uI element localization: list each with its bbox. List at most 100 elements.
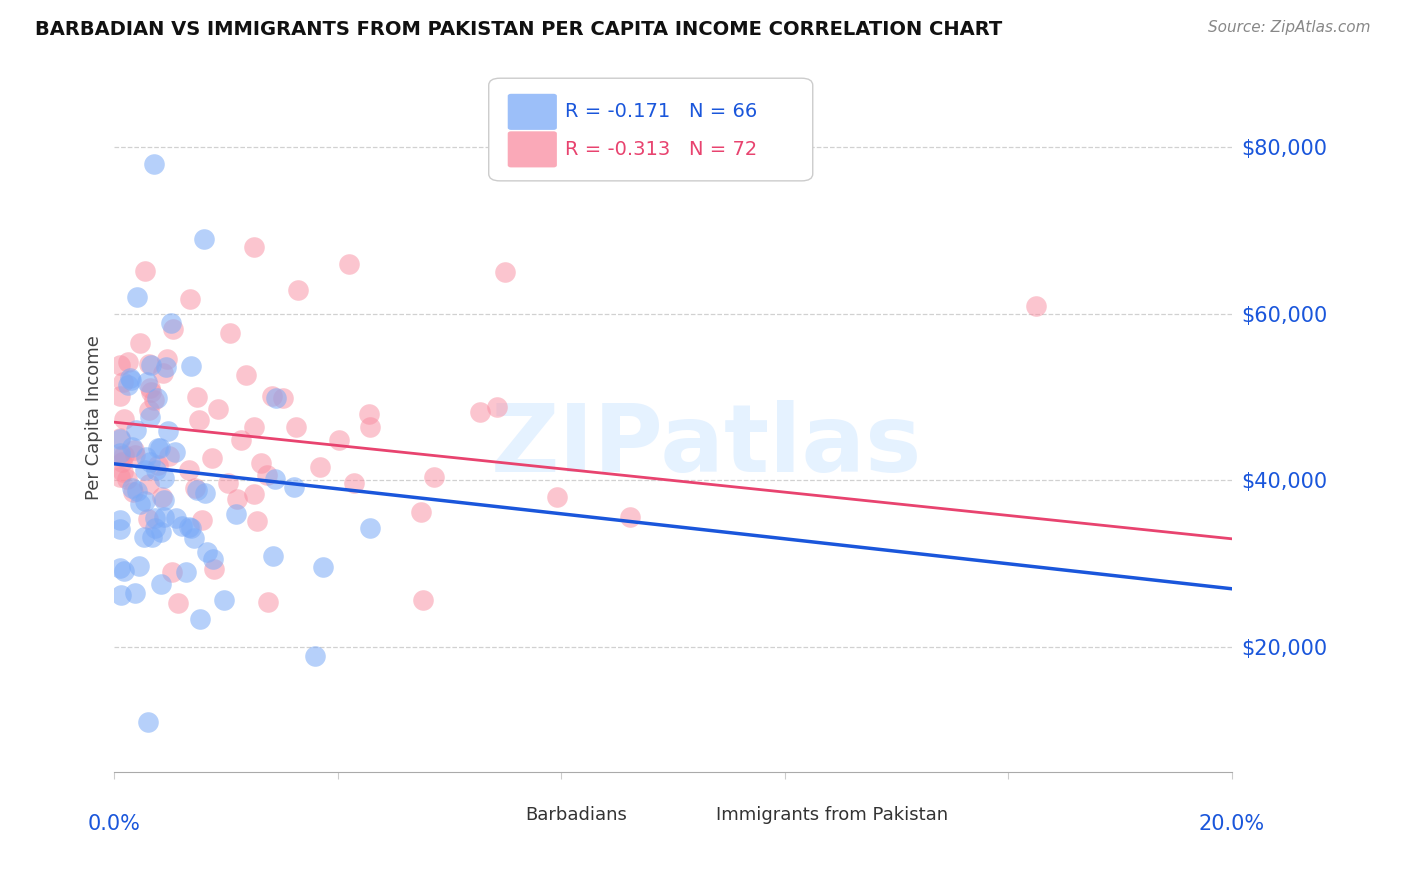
Point <box>174 565 197 579</box>
Point <box>249 456 271 470</box>
Point <box>129 336 152 351</box>
Point <box>235 368 257 382</box>
Text: R = -0.313   N = 72: R = -0.313 N = 72 <box>565 139 756 159</box>
Point <box>150 524 173 539</box>
Point <box>337 257 360 271</box>
Point <box>177 520 200 534</box>
Point <box>256 468 278 483</box>
Point <box>191 513 214 527</box>
Point <box>619 510 641 524</box>
Point <box>170 519 193 533</box>
Point <box>243 486 266 500</box>
Point <box>423 470 446 484</box>
Point <box>108 446 131 460</box>
Text: 0.0%: 0.0% <box>89 814 141 834</box>
Point <box>256 595 278 609</box>
Point <box>125 290 148 304</box>
Point <box>162 321 184 335</box>
Point <box>149 577 172 591</box>
Text: Barbadians: Barbadians <box>526 806 627 824</box>
Point <box>160 566 183 580</box>
FancyBboxPatch shape <box>479 799 520 830</box>
Point <box>186 483 208 497</box>
Point <box>153 471 176 485</box>
Point <box>108 433 131 447</box>
Point <box>359 521 381 535</box>
Point <box>225 507 247 521</box>
Point <box>108 389 131 403</box>
Point <box>179 292 201 306</box>
Point <box>160 317 183 331</box>
Point <box>202 562 225 576</box>
Point <box>108 449 131 463</box>
Point <box>135 375 157 389</box>
Point <box>122 442 145 457</box>
Point <box>495 265 517 279</box>
Point <box>260 389 283 403</box>
Point <box>124 448 146 462</box>
Point <box>486 401 509 415</box>
Point <box>262 549 284 564</box>
Point <box>143 510 166 524</box>
Point <box>108 470 131 484</box>
Point <box>246 514 269 528</box>
Point <box>118 370 141 384</box>
Point <box>127 483 149 498</box>
FancyBboxPatch shape <box>508 94 557 130</box>
Point <box>243 240 266 254</box>
Point <box>139 384 162 399</box>
Point <box>145 392 167 406</box>
Point <box>136 512 159 526</box>
Point <box>125 423 148 437</box>
FancyBboxPatch shape <box>669 799 710 830</box>
Point <box>121 482 143 496</box>
Point <box>153 492 176 507</box>
Point <box>145 463 167 477</box>
Point <box>194 486 217 500</box>
Point <box>149 442 172 456</box>
Point <box>112 449 135 463</box>
Point <box>197 545 219 559</box>
Point <box>128 497 150 511</box>
Point <box>186 390 208 404</box>
Point <box>138 403 160 417</box>
Point <box>412 593 434 607</box>
Point <box>138 357 160 371</box>
Point <box>108 359 131 373</box>
Point <box>180 521 202 535</box>
Point <box>188 612 211 626</box>
Point <box>124 586 146 600</box>
Point <box>132 530 155 544</box>
Point <box>128 559 150 574</box>
Point <box>470 405 492 419</box>
Point <box>111 455 134 469</box>
Point <box>328 433 350 447</box>
Point <box>357 407 380 421</box>
Point <box>264 391 287 405</box>
Point <box>163 445 186 459</box>
Point <box>285 420 308 434</box>
Point <box>229 433 252 447</box>
Text: Immigrants from Pakistan: Immigrants from Pakistan <box>716 806 948 824</box>
Point <box>167 596 190 610</box>
Point <box>264 472 287 486</box>
Point <box>287 283 309 297</box>
Point <box>139 409 162 424</box>
Point <box>146 458 169 472</box>
Point <box>177 463 200 477</box>
FancyBboxPatch shape <box>489 78 813 181</box>
Point <box>283 480 305 494</box>
Point <box>112 412 135 426</box>
Y-axis label: Per Capita Income: Per Capita Income <box>86 335 103 500</box>
Point <box>309 460 332 475</box>
Point <box>110 588 132 602</box>
Point <box>143 393 166 408</box>
Point <box>180 359 202 373</box>
Point <box>188 412 211 426</box>
Point <box>143 521 166 535</box>
Point <box>142 157 165 171</box>
Point <box>207 402 229 417</box>
Point <box>138 476 160 491</box>
Point <box>165 511 187 525</box>
Point <box>146 441 169 455</box>
